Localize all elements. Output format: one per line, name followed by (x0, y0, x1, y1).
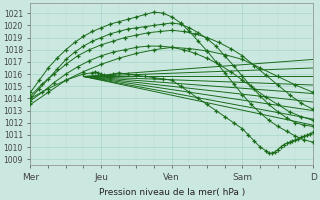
X-axis label: Pression niveau de la mer( hPa ): Pression niveau de la mer( hPa ) (99, 188, 245, 197)
